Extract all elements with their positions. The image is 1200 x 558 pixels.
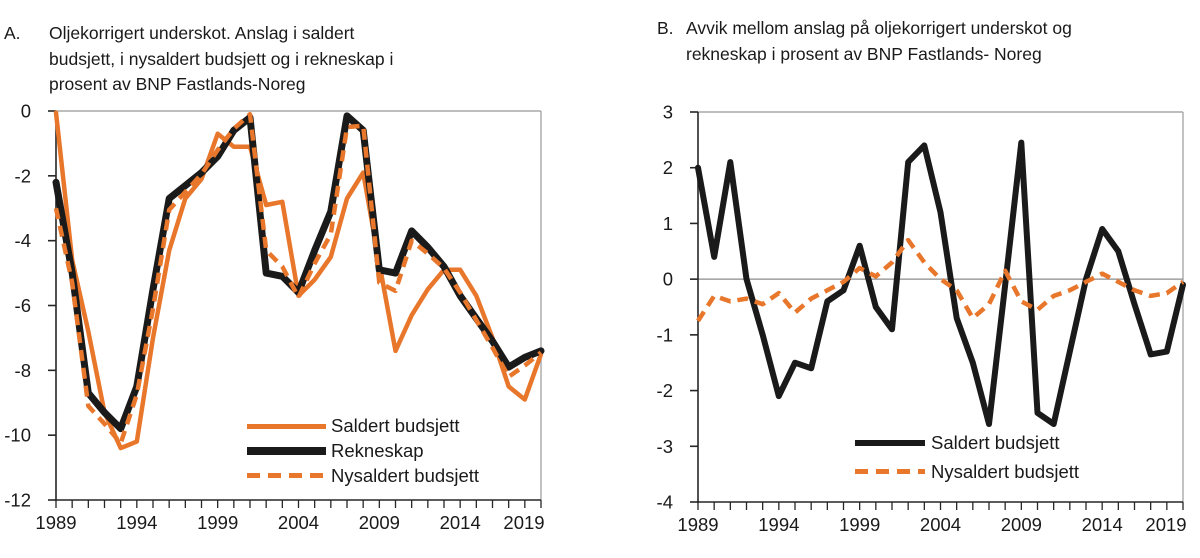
panel-a-title-line: budsjett, i nysaldert budsjett og i rekn… xyxy=(49,48,394,69)
nysaldert-line-swatch-icon xyxy=(247,473,326,479)
nysaldert-line-swatch-icon xyxy=(855,469,925,474)
svg-text:2014: 2014 xyxy=(440,512,481,533)
svg-text:-1: -1 xyxy=(657,324,673,345)
svg-text:2009: 2009 xyxy=(1001,514,1042,535)
svg-text:1989: 1989 xyxy=(677,514,718,535)
legend-item-saldert: Saldert budsjett xyxy=(855,428,1079,457)
svg-text:-2: -2 xyxy=(15,165,31,186)
svg-text:2009: 2009 xyxy=(359,512,400,533)
panel-b-legend: Saldert budsjett Nysaldert budsjett xyxy=(855,428,1079,486)
svg-text:-3: -3 xyxy=(657,436,673,457)
svg-text:2019: 2019 xyxy=(503,512,544,533)
svg-text:-8: -8 xyxy=(15,360,31,381)
svg-text:1994: 1994 xyxy=(116,512,157,533)
legend-label: Nysaldert budsjett xyxy=(331,464,480,486)
svg-text:2014: 2014 xyxy=(1082,514,1123,535)
svg-text:-6: -6 xyxy=(15,295,31,316)
svg-text:3: 3 xyxy=(663,102,673,123)
panel-a-letter: A. xyxy=(4,23,21,43)
svg-text:0: 0 xyxy=(663,269,673,290)
rekneskap-line-swatch-icon xyxy=(247,447,326,456)
legend-label: Nysaldert budsjett xyxy=(931,460,1080,482)
svg-text:0: 0 xyxy=(21,101,31,122)
svg-text:1994: 1994 xyxy=(758,514,799,535)
saldert-line-swatch-icon xyxy=(247,423,326,429)
panel-b-letter: B. xyxy=(657,18,674,38)
legend-item-rekneskap: Rekneskap xyxy=(247,439,479,464)
panel-a-title: Oljekorrigert underskot. Anslag i salder… xyxy=(49,21,393,98)
svg-text:-4: -4 xyxy=(15,230,31,251)
svg-text:2004: 2004 xyxy=(920,514,961,535)
panel-b-title-line: rekneskap i prosent av BNP Fastlands- No… xyxy=(686,43,1042,64)
svg-text:1999: 1999 xyxy=(197,512,238,533)
svg-text:-4: -4 xyxy=(657,492,673,513)
panel-a-title-line: prosent av BNP Fastlands-Noreg xyxy=(49,74,306,94)
svg-text:2019: 2019 xyxy=(1145,514,1186,535)
legend-label: Saldert budsjett xyxy=(931,431,1060,453)
panel-b-title-line: Avvik mellom anslag på oljekorrigert und… xyxy=(686,18,1072,38)
legend-item-nysaldert: Nysaldert budsjett xyxy=(855,457,1079,486)
svg-text:2004: 2004 xyxy=(278,512,319,533)
svg-text:2: 2 xyxy=(663,157,673,178)
saldert-line-swatch-icon xyxy=(855,439,925,446)
panel-a-legend: Saldert budsjett Rekneskap Nysaldert bud… xyxy=(247,414,479,488)
legend-item-saldert: Saldert budsjett xyxy=(247,414,479,439)
svg-text:-12: -12 xyxy=(4,490,31,511)
svg-text:1: 1 xyxy=(663,213,673,234)
legend-label: Saldert budsjett xyxy=(331,415,460,437)
panel-a-title-line: Oljekorrigert underskot. Anslag i salder… xyxy=(49,23,355,43)
legend-label: Rekneskap xyxy=(331,440,424,462)
legend-item-nysaldert: Nysaldert budsjett xyxy=(247,463,479,488)
panel-b-title: Avvik mellom anslag på oljekorrigert und… xyxy=(686,16,1072,67)
svg-text:1999: 1999 xyxy=(839,514,880,535)
svg-text:-2: -2 xyxy=(657,380,673,401)
svg-text:1989: 1989 xyxy=(35,512,76,533)
svg-text:-10: -10 xyxy=(4,425,31,446)
